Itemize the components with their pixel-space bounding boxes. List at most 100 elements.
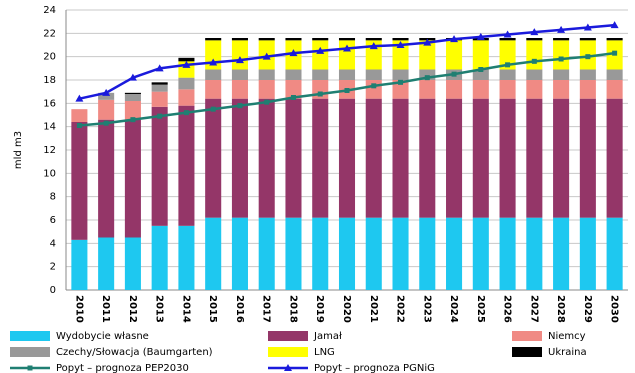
y-axis-label: mld m3: [13, 131, 24, 169]
bar-segment: [419, 40, 436, 70]
bar-segment: [526, 80, 543, 99]
legend-swatch: [512, 347, 542, 357]
legend-marker: [27, 365, 33, 371]
x-tick-label: 2027: [528, 295, 539, 323]
bar-segment: [472, 69, 489, 80]
bar-segment: [258, 98, 275, 218]
legend-label: Ukraina: [548, 347, 587, 358]
bar-segment: [446, 80, 463, 99]
bar-segment: [579, 217, 596, 290]
bar-segment: [446, 40, 463, 70]
bar-segment: [338, 38, 356, 41]
legend-label: Wydobycie własne: [56, 331, 149, 342]
x-tick-label: 2018: [287, 295, 298, 323]
bar-segment: [312, 98, 329, 218]
line-marker: [210, 106, 216, 112]
x-tick-label: 2020: [341, 295, 352, 323]
y-tick-label: 6: [50, 215, 56, 226]
line-marker: [369, 42, 378, 50]
bar-segment: [124, 101, 141, 120]
bar-segment: [205, 98, 222, 218]
line-marker: [531, 58, 537, 64]
line-marker: [423, 38, 432, 46]
x-tick-label: 2015: [207, 295, 218, 323]
bar-segment: [178, 57, 195, 62]
legend-label: Niemcy: [548, 331, 586, 342]
bar-segment: [258, 38, 275, 41]
bar-segment: [392, 217, 409, 290]
bar-segment: [151, 106, 168, 226]
bar-segment: [71, 239, 88, 290]
x-tick-label: 2028: [555, 295, 566, 323]
bar-segment: [499, 98, 516, 218]
x-tick-label: 2025: [475, 295, 486, 323]
bar-segment: [499, 40, 516, 70]
bar-segment: [98, 237, 115, 290]
line-marker: [558, 56, 564, 62]
legend-label: Jamał: [313, 331, 342, 342]
bar-segment: [606, 80, 623, 99]
bar-segment: [365, 217, 382, 290]
bar-segment: [499, 217, 516, 290]
line-marker: [424, 75, 430, 81]
bar-segment: [579, 80, 596, 99]
bar-segment: [392, 98, 409, 218]
bar-segment: [526, 40, 543, 70]
line-marker: [316, 46, 325, 54]
x-tick-label: 2013: [154, 295, 165, 323]
bar-segment: [472, 217, 489, 290]
bar-segment: [151, 225, 168, 290]
line-marker: [344, 88, 350, 93]
line-marker: [610, 21, 619, 29]
line-marker: [451, 71, 457, 77]
bar-segment: [205, 80, 222, 99]
x-tick-label: 2022: [395, 295, 406, 323]
bar-segment: [392, 40, 409, 70]
x-tick-label: 2029: [582, 295, 593, 323]
line-marker: [317, 91, 323, 97]
bar-segment: [472, 98, 489, 218]
bar-segment: [285, 38, 302, 41]
line-marker: [398, 79, 404, 85]
line-marker: [396, 41, 405, 48]
line-marker: [103, 120, 109, 126]
bar-segment: [151, 84, 168, 92]
bar-segment: [71, 122, 88, 240]
line-marker: [289, 49, 298, 57]
bar-segment: [178, 105, 195, 226]
legend-label: Popyt – prognoza PGNiG: [314, 363, 435, 373]
x-tick-label: 2014: [180, 295, 191, 323]
bar-segment: [606, 98, 623, 218]
bar-segment: [579, 98, 596, 218]
bar-segment: [285, 98, 302, 218]
bar-segment: [553, 40, 570, 70]
bar-segment: [553, 38, 570, 41]
bar-segment: [231, 98, 248, 218]
x-tick-label: 2030: [609, 295, 620, 323]
bar-segment: [472, 40, 489, 70]
bar-segment: [579, 69, 596, 80]
bar-segment: [98, 92, 115, 100]
bar-segment: [71, 109, 88, 122]
line-marker: [503, 30, 512, 38]
bar-segment: [285, 69, 302, 80]
bar-segment: [365, 98, 382, 218]
legend-swatch: [512, 331, 542, 341]
y-tick-label: 22: [43, 28, 56, 39]
bar-segment: [499, 38, 516, 41]
legend-swatch: [10, 347, 50, 357]
line-marker: [155, 64, 164, 72]
bar-segment: [231, 40, 248, 70]
bar-segment: [526, 98, 543, 218]
legend-label: LNG: [314, 347, 335, 358]
y-tick-label: 16: [43, 98, 56, 109]
line-marker: [130, 117, 136, 123]
legend-swatch: [10, 331, 50, 341]
line-marker: [583, 23, 592, 31]
bar-segment: [553, 69, 570, 80]
bar-segment: [231, 69, 248, 80]
bar-segment: [472, 80, 489, 99]
bar-segment: [231, 217, 248, 290]
bar-segment: [392, 69, 409, 80]
y-tick-label: 14: [43, 122, 56, 133]
